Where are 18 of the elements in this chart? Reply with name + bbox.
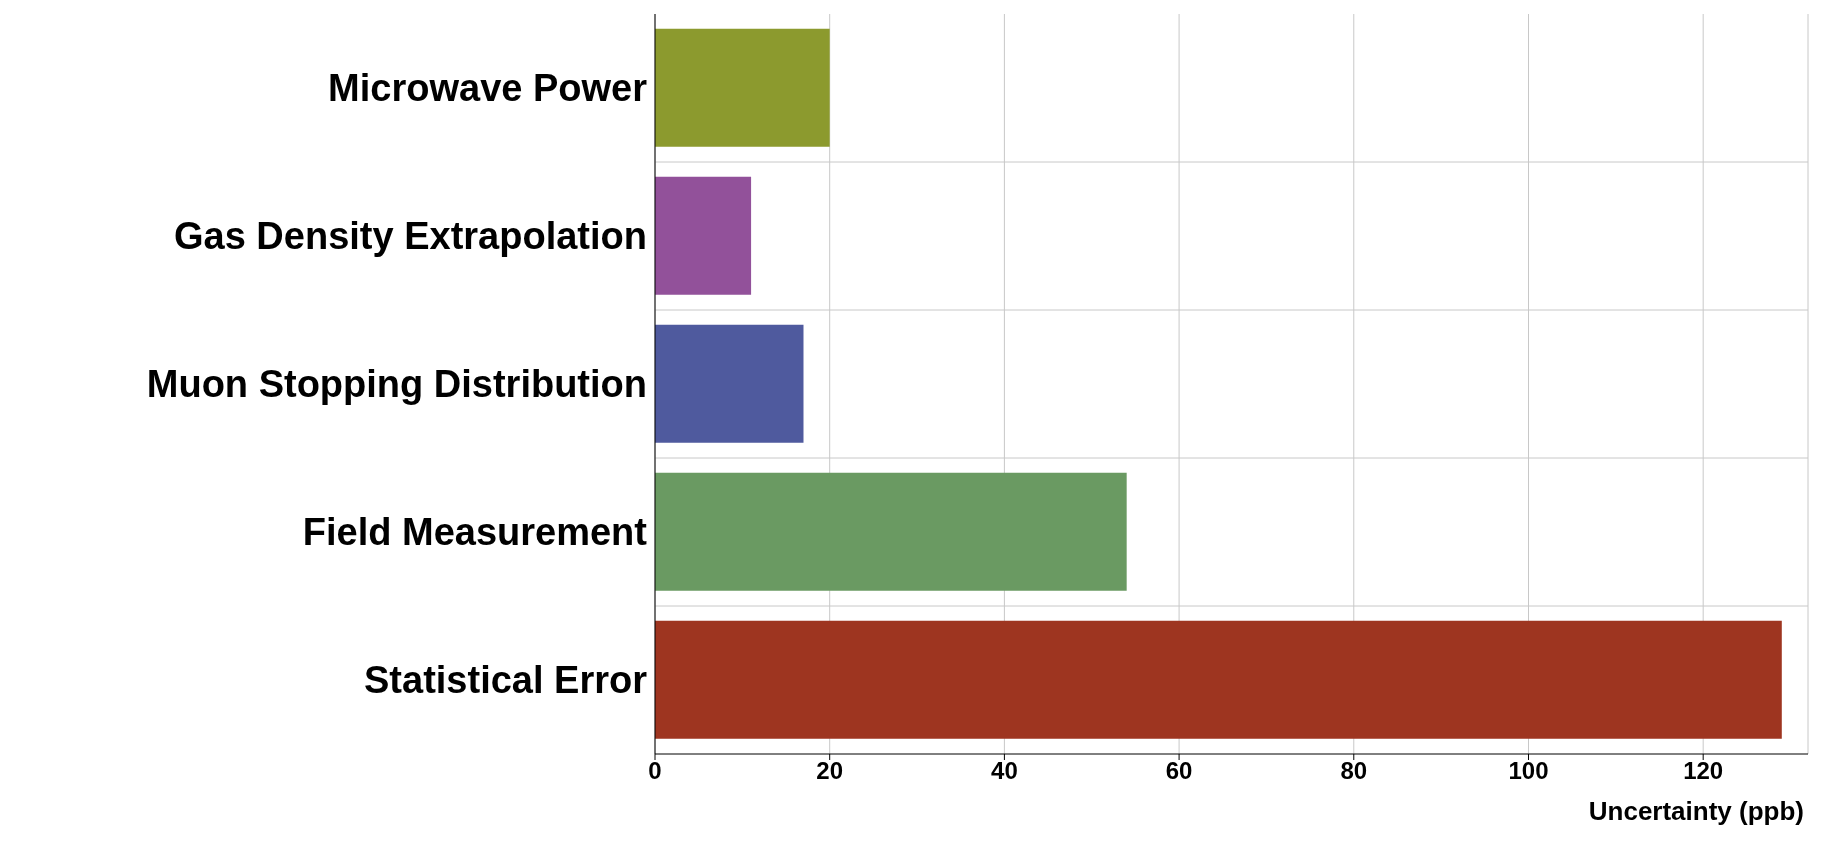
bar	[655, 472, 1127, 591]
x-tick-label: 0	[648, 757, 662, 785]
x-tick-label: 80	[1340, 757, 1368, 785]
x-tick-label: 60	[1165, 757, 1193, 785]
y-tick-label: Field Measurement	[302, 511, 648, 554]
x-tick-label: 120	[1683, 757, 1724, 785]
x-tick-label: 100	[1508, 757, 1549, 785]
y-tick-label: Gas Density Extrapolation	[173, 215, 647, 258]
bar	[655, 176, 752, 295]
y-tick-label: Statistical Error	[364, 659, 648, 702]
bar	[655, 620, 1782, 739]
x-axis-title: Uncertainty (ppb)	[1588, 796, 1804, 826]
x-tick-label: 20	[816, 757, 844, 785]
bar	[655, 324, 804, 443]
y-tick-label: Muon Stopping Distribution	[146, 363, 647, 406]
y-tick-label: Microwave Power	[328, 67, 648, 110]
bar	[655, 28, 830, 147]
x-tick-label: 40	[991, 757, 1018, 785]
